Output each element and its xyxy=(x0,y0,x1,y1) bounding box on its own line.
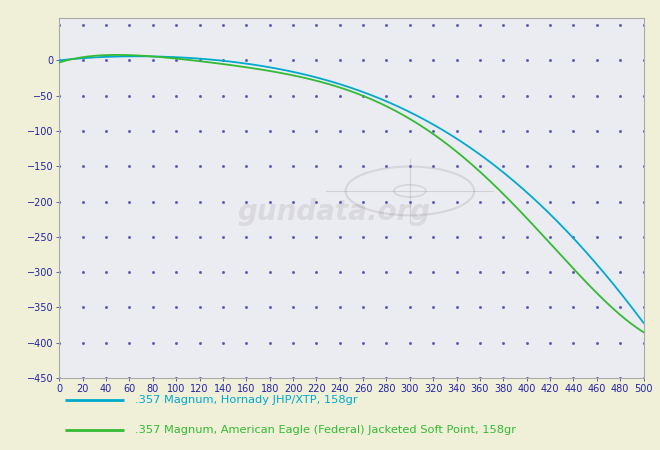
Text: .357 Magnum, American Eagle (Federal) Jacketed Soft Point, 158gr: .357 Magnum, American Eagle (Federal) Ja… xyxy=(135,425,516,436)
Text: .357 Magnum, Hornady JHP/XTP, 158gr: .357 Magnum, Hornady JHP/XTP, 158gr xyxy=(135,395,358,405)
Text: gundata.org: gundata.org xyxy=(238,198,430,226)
